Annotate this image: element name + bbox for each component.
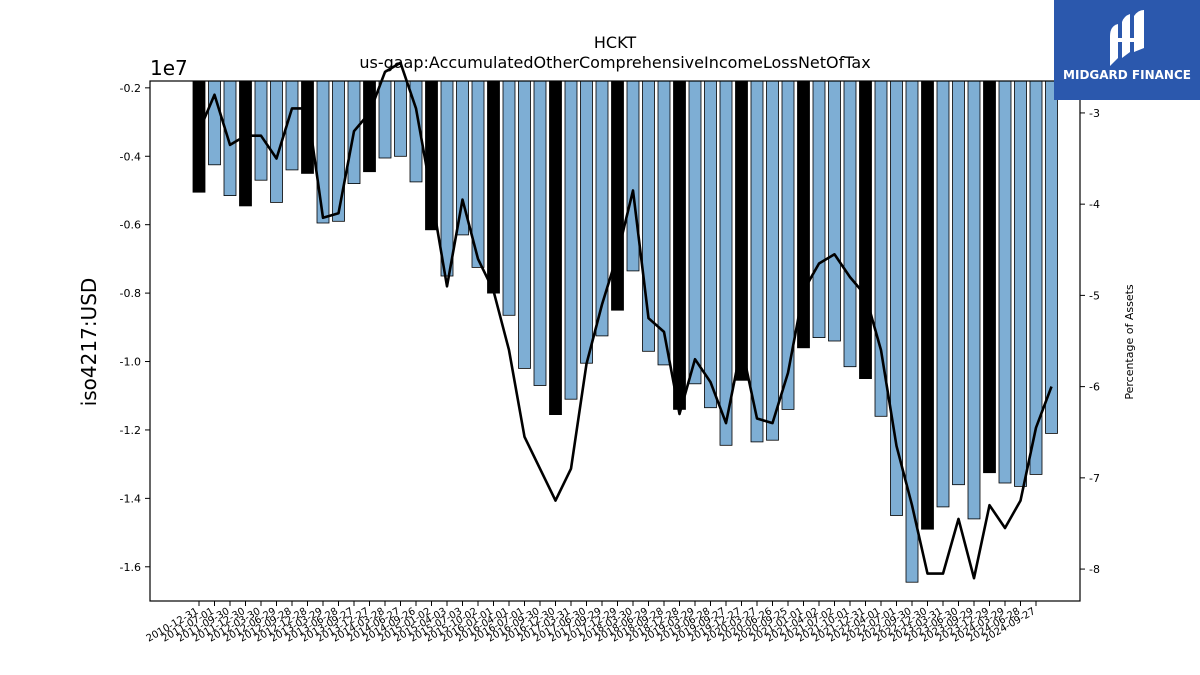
bar [254, 80, 268, 181]
y-tick-label: -1.2 [120, 424, 141, 437]
y2-tick-label: -5 [1089, 289, 1100, 302]
bar [781, 80, 795, 410]
midgard-finance-logo: MIDGARD FINANCE [1054, 0, 1200, 100]
bar [688, 80, 702, 385]
line-layer [197, 61, 1053, 580]
bar [843, 80, 857, 368]
bar [657, 80, 671, 366]
y2-tick-label: -3 [1089, 107, 1100, 120]
bar [192, 80, 206, 193]
bar [967, 80, 981, 520]
y-tick-label: -1.4 [120, 492, 141, 505]
bar [611, 80, 624, 311]
y2-axis-label: Percentage of Assets [1123, 284, 1136, 400]
logo-text: MIDGARD FINANCE [1063, 68, 1191, 82]
midgard-logo-icon [1110, 10, 1144, 66]
plot-frame [149, 80, 1081, 602]
bar [626, 80, 640, 272]
chart-title: HCKT [594, 33, 636, 52]
x-axis-ticks: 2010-12-312011-07-012011-09-302011-12-30… [145, 601, 1038, 645]
y2-tick-label: -6 [1089, 381, 1100, 394]
bar [952, 80, 965, 486]
y-tick-label: -1.6 [120, 561, 141, 574]
bar [921, 80, 934, 530]
bar [502, 80, 516, 316]
y2-tick-label: -7 [1089, 472, 1100, 485]
y-tick-label: -0.4 [120, 150, 141, 163]
bar [564, 80, 578, 400]
y2-axis-ticks: -3 -4 -5 -6 -7 -8 [1080, 107, 1100, 576]
bar [239, 80, 252, 207]
y2-tick-label: -4 [1089, 198, 1100, 211]
bar [580, 80, 593, 364]
y-tick-label: -1.0 [120, 356, 141, 369]
bar [828, 80, 841, 342]
y-exponent-label: 1e7 [150, 56, 188, 80]
y-tick-label: -0.6 [120, 219, 141, 232]
bar [704, 80, 717, 409]
y-axis-ticks: -0.2 -0.4 -0.6 -0.8 -1.0 -1.2 -1.4 -1.6 [120, 82, 150, 574]
bar [750, 80, 764, 443]
bar [378, 80, 392, 159]
bar [859, 80, 872, 380]
y-axis-label: iso4217:USD [77, 278, 101, 407]
bar [223, 80, 237, 196]
bar [874, 80, 888, 417]
bar [1045, 80, 1058, 434]
bar [735, 80, 748, 381]
bar [518, 80, 531, 369]
chart-subtitle: us-gaap:AccumulatedOtherComprehensiveInc… [359, 53, 870, 72]
bar [533, 80, 547, 386]
bars-layer [192, 80, 1058, 583]
bar [487, 80, 500, 294]
bar [440, 80, 454, 277]
bar [301, 80, 314, 174]
y2-tick-label: -8 [1089, 563, 1100, 576]
y-tick-label: -0.2 [120, 82, 141, 95]
bar [812, 80, 826, 339]
bar [673, 80, 686, 410]
bar [719, 80, 733, 446]
bar [766, 80, 779, 441]
bar [316, 80, 330, 224]
y-tick-label: -0.8 [120, 287, 141, 300]
bar [998, 80, 1012, 484]
series-line [197, 61, 1053, 580]
bar [983, 80, 996, 474]
bar [936, 80, 950, 508]
bar [332, 80, 345, 222]
bar [549, 80, 562, 416]
bar [595, 80, 609, 337]
bar [1014, 80, 1027, 487]
bar [394, 80, 407, 157]
bar [363, 80, 376, 173]
bar [425, 80, 438, 231]
